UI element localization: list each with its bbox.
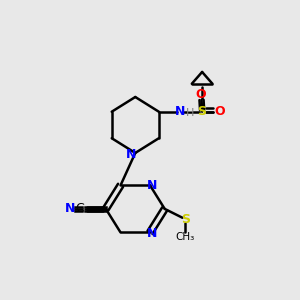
Text: CH₃: CH₃: [176, 232, 195, 242]
Text: N: N: [147, 227, 158, 240]
Text: N: N: [147, 179, 158, 192]
Text: H: H: [186, 108, 194, 118]
Text: S: S: [181, 213, 190, 226]
Text: S: S: [198, 105, 207, 118]
Text: O: O: [214, 105, 224, 118]
Text: N: N: [64, 202, 75, 215]
Text: C: C: [75, 202, 84, 215]
Text: O: O: [196, 88, 206, 100]
Text: N: N: [175, 105, 185, 118]
Text: N: N: [126, 148, 136, 161]
